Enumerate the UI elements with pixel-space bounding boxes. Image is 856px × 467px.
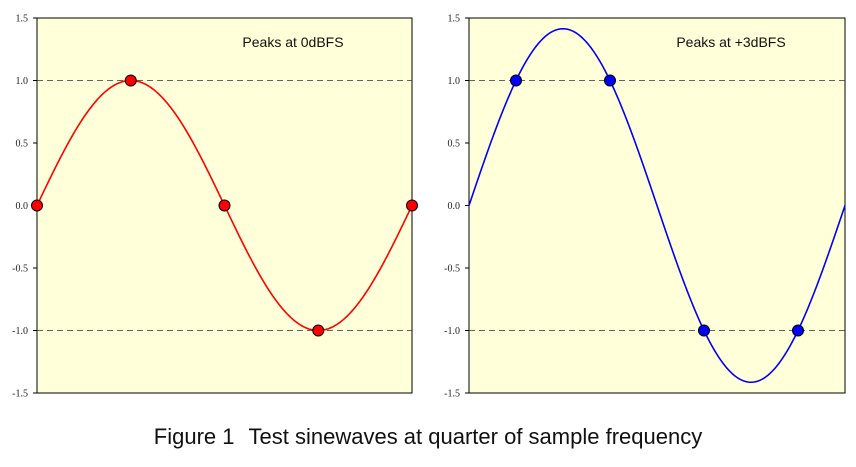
y-tick-label: -0.5 bbox=[12, 264, 28, 275]
y-tick-label: -1.0 bbox=[12, 326, 28, 337]
peak-annotation: Peaks at 0dBFS bbox=[242, 34, 343, 50]
sample-point bbox=[604, 74, 616, 87]
sample-point bbox=[406, 199, 418, 212]
sample-point bbox=[124, 74, 137, 87]
y-tick-label: 0.0 bbox=[16, 201, 29, 212]
y-tick-label: -0.5 bbox=[444, 264, 460, 275]
sample-point bbox=[218, 199, 231, 212]
y-tick-label: 1.5 bbox=[448, 14, 461, 25]
sine-curve bbox=[468, 27, 846, 384]
y-tick-label: -1.5 bbox=[444, 389, 460, 400]
y-tick-label: 1.0 bbox=[16, 76, 29, 87]
figure-number: Figure 1 bbox=[153, 424, 235, 449]
y-tick-label: 0.5 bbox=[16, 139, 29, 150]
y-tick-label: 0.5 bbox=[448, 139, 461, 150]
peak-annotation: Peaks at +3dBFS bbox=[676, 34, 785, 50]
y-tick-label: 1.0 bbox=[448, 76, 461, 87]
y-tick-label: -1.5 bbox=[12, 389, 28, 400]
y-tick-label: -1.0 bbox=[444, 326, 460, 337]
chart-right-peaks-3dbfs: 1.5 1.0 0.5 0.0 -0.5 -1.0 -1.5 Peaks at +3dBFS bbox=[444, 14, 846, 400]
chart-left-peaks-0dbfs: 1.5 1.0 0.5 0.0 -0.5 -1.0 -1.5 Peaks at 0dBFS bbox=[12, 14, 418, 400]
sample-point bbox=[698, 324, 710, 337]
y-tick-label: 0.0 bbox=[448, 201, 461, 212]
sample-point bbox=[510, 74, 522, 87]
y-tick-label: 1.5 bbox=[16, 14, 29, 25]
sample-point bbox=[312, 324, 325, 337]
figure-caption: Figure 1 Test sinewaves at quarter of sam… bbox=[0, 424, 856, 450]
sample-point bbox=[792, 324, 804, 337]
sample-point bbox=[31, 199, 43, 212]
figure-caption-text: Test sinewaves at quarter of sample freq… bbox=[248, 424, 703, 449]
